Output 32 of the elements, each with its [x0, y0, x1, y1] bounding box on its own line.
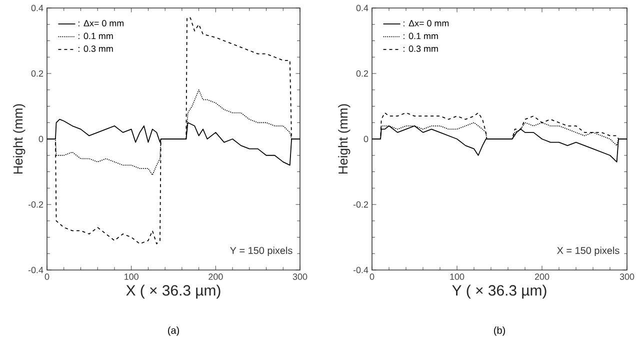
y-tick-label: -0.2 — [28, 201, 44, 208]
x-axis-title: Y ( × 36.3 µm) — [452, 284, 546, 299]
y-tick-label: 0.4 — [31, 4, 44, 12]
annotation: X = 150 pixels — [557, 246, 620, 256]
x-tick-label: 100 — [124, 274, 138, 280]
y-axis-title: Height (mm) — [338, 104, 350, 174]
legend-label: : 0.3 mm — [78, 46, 113, 52]
y-tick-label: -0.2 — [353, 201, 368, 208]
x-axis-title: X ( × 36.3 µm) — [126, 284, 220, 299]
x-tick-label: 100 — [450, 274, 464, 280]
legend-label: : 0.1 mm — [404, 32, 438, 40]
x-tick-label: 0 — [370, 274, 374, 280]
x-tick-label: 300 — [620, 274, 634, 280]
y-tick-label: 0 — [38, 136, 44, 142]
text: (b) — [494, 326, 505, 336]
x-tick-label: 0 — [44, 274, 50, 280]
x-tick-label: 200 — [534, 274, 550, 280]
y-tick-label: -0.4 — [28, 266, 44, 274]
x-tick-label: 300 — [292, 274, 308, 280]
y-tick-label: 0.2 — [356, 70, 368, 77]
text: (a) — [168, 326, 179, 336]
annotation: Y = 150 pixels — [230, 246, 292, 256]
legend-label: : Δx= 0 mm — [404, 20, 449, 26]
legend-label: : Δx= 0 mm — [78, 20, 124, 26]
y-tick-label: 0.4 — [356, 4, 368, 12]
x-tick-label: 200 — [208, 274, 223, 280]
legend-label: : 0.1 mm — [78, 32, 113, 40]
y-tick-label: 0 — [364, 136, 368, 142]
legend-label: : 0.3 mm — [404, 46, 438, 52]
y-axis-title: Height (mm) — [13, 104, 26, 174]
y-tick-label: 0.2 — [31, 70, 44, 77]
y-tick-label: -0.4 — [353, 266, 368, 274]
